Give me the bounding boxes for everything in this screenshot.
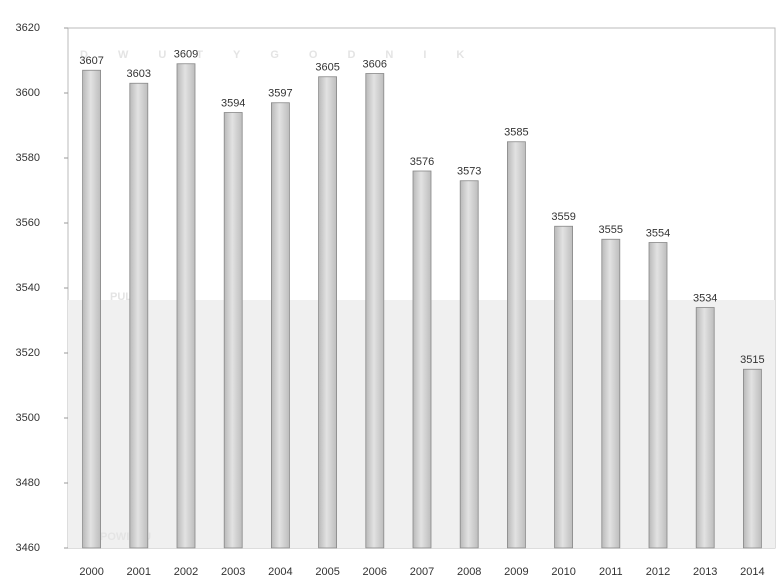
value-label: 3559 bbox=[551, 211, 575, 223]
x-tick-label: 2009 bbox=[504, 566, 528, 578]
bar bbox=[365, 73, 385, 549]
bar bbox=[743, 368, 762, 549]
value-label: 3606 bbox=[363, 58, 387, 70]
y-tick-label: 3520 bbox=[16, 347, 40, 359]
x-tick-label: 2004 bbox=[268, 566, 292, 578]
bar bbox=[601, 238, 621, 549]
value-label: 3603 bbox=[127, 68, 151, 80]
x-tick-label: 2000 bbox=[79, 566, 103, 578]
value-label: 3607 bbox=[79, 55, 103, 67]
x-tick-label: 2008 bbox=[457, 566, 481, 578]
x-tick-label: 2002 bbox=[174, 566, 198, 578]
value-label: 3594 bbox=[221, 97, 245, 109]
value-label: 3515 bbox=[740, 354, 764, 366]
bar bbox=[648, 242, 668, 549]
x-tick-label: 2005 bbox=[315, 566, 339, 578]
y-tick-label: 3480 bbox=[16, 477, 40, 489]
bar bbox=[82, 69, 101, 549]
bar bbox=[695, 307, 715, 549]
value-label: 3555 bbox=[599, 224, 623, 236]
bar bbox=[129, 82, 149, 549]
value-label: 3554 bbox=[646, 227, 670, 239]
x-tick-label: 2001 bbox=[127, 566, 151, 578]
value-label: 3605 bbox=[315, 62, 339, 74]
x-tick-label: 2013 bbox=[693, 566, 717, 578]
bar bbox=[270, 102, 290, 549]
bar bbox=[506, 141, 526, 549]
x-tick-label: 2010 bbox=[551, 566, 575, 578]
value-label: 3609 bbox=[174, 49, 198, 61]
bar bbox=[223, 112, 243, 549]
value-label: 3585 bbox=[504, 127, 528, 139]
y-tick-label: 3620 bbox=[16, 22, 40, 34]
x-tick-label: 2003 bbox=[221, 566, 245, 578]
y-tick-label: 3580 bbox=[16, 152, 40, 164]
bar bbox=[318, 76, 338, 549]
x-tick-label: 2014 bbox=[740, 566, 764, 578]
x-tick-label: 2011 bbox=[599, 566, 623, 578]
bar bbox=[176, 63, 196, 549]
value-label: 3597 bbox=[268, 88, 292, 100]
x-tick-label: 2006 bbox=[363, 566, 387, 578]
value-label: 3534 bbox=[693, 292, 717, 304]
x-tick-label: 2007 bbox=[410, 566, 434, 578]
bar bbox=[412, 170, 432, 549]
y-tick-label: 3560 bbox=[16, 217, 40, 229]
watermark-text: DWUTYGODNIK bbox=[80, 49, 494, 61]
y-tick-label: 3600 bbox=[16, 87, 40, 99]
bar bbox=[459, 180, 479, 549]
value-label: 3573 bbox=[457, 166, 481, 178]
value-label: 3576 bbox=[410, 156, 434, 168]
bar bbox=[554, 225, 573, 549]
y-tick-label: 3500 bbox=[16, 412, 40, 424]
x-tick-label: 2012 bbox=[646, 566, 670, 578]
y-tick-label: 3540 bbox=[16, 282, 40, 294]
y-tick-label: 3460 bbox=[16, 542, 40, 554]
